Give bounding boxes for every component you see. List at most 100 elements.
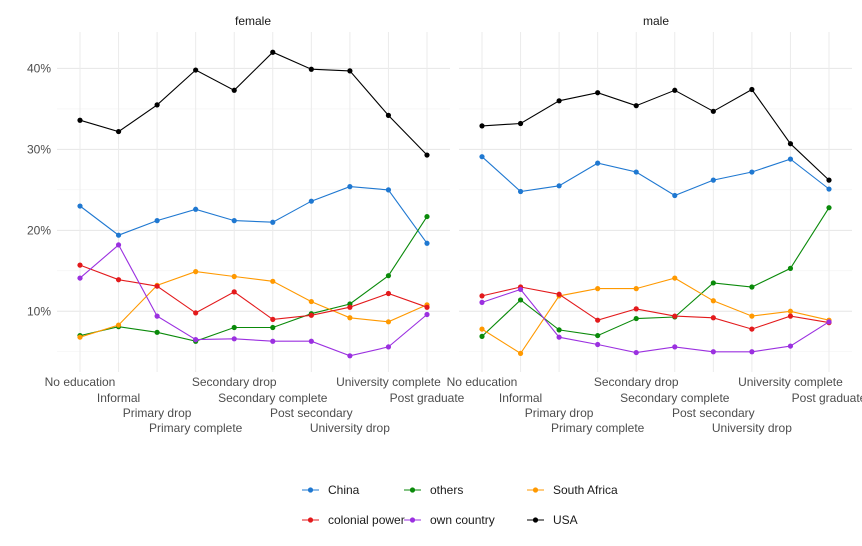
data-point bbox=[787, 156, 794, 162]
data-point bbox=[479, 299, 485, 305]
series-line bbox=[481, 88, 830, 181]
x-tick-label: Secondary complete bbox=[620, 391, 730, 405]
data-point bbox=[672, 344, 678, 350]
x-tick-label: Primary drop bbox=[123, 406, 192, 420]
x-tick-label: University complete bbox=[336, 375, 441, 389]
data-point bbox=[115, 128, 122, 135]
legend-label: others bbox=[430, 483, 463, 497]
data-point bbox=[749, 86, 755, 93]
data-point bbox=[77, 117, 83, 123]
data-point bbox=[424, 240, 430, 246]
data-point bbox=[347, 315, 353, 321]
legend: China others South Africa colonial power own… bbox=[302, 483, 618, 527]
data-point bbox=[556, 183, 562, 189]
data-point bbox=[308, 312, 314, 318]
data-point bbox=[787, 313, 794, 319]
legend-key-point bbox=[532, 517, 539, 523]
data-point bbox=[710, 349, 716, 355]
data-point bbox=[556, 327, 562, 333]
series-line bbox=[79, 186, 428, 244]
data-point bbox=[517, 188, 524, 195]
data-point bbox=[308, 338, 314, 344]
data-point bbox=[193, 67, 199, 73]
data-point bbox=[672, 192, 678, 199]
data-point bbox=[270, 49, 276, 55]
data-point bbox=[424, 304, 430, 310]
y-tick-label: 30% bbox=[27, 142, 51, 156]
x-tick-label: Post graduate bbox=[390, 391, 465, 405]
data-point bbox=[385, 112, 392, 118]
data-point bbox=[710, 280, 716, 286]
data-point bbox=[77, 262, 83, 268]
data-point bbox=[347, 304, 353, 310]
legend-key-point bbox=[409, 487, 416, 493]
x-tick-label: Secondary drop bbox=[594, 375, 679, 389]
y-tick-label: 20% bbox=[27, 223, 51, 237]
data-point bbox=[77, 334, 83, 340]
data-point bbox=[115, 242, 122, 248]
data-point bbox=[787, 343, 794, 349]
data-point bbox=[787, 141, 794, 147]
data-point bbox=[270, 316, 276, 322]
data-point bbox=[424, 213, 430, 220]
x-tick-label: Informal bbox=[499, 391, 542, 405]
x-tick-label: Primary drop bbox=[525, 406, 594, 420]
data-point bbox=[633, 306, 639, 312]
y-tick-label: 40% bbox=[27, 61, 51, 75]
data-point bbox=[154, 218, 160, 224]
data-point bbox=[710, 298, 716, 304]
data-point bbox=[193, 337, 199, 343]
series-line bbox=[79, 51, 428, 156]
legend-key-point bbox=[307, 517, 314, 523]
data-point bbox=[633, 315, 639, 322]
data-point bbox=[154, 313, 160, 319]
data-point bbox=[826, 186, 832, 192]
data-point bbox=[595, 341, 601, 348]
data-point bbox=[154, 102, 160, 108]
data-point bbox=[270, 219, 276, 225]
data-point bbox=[231, 87, 237, 93]
x-tick-label: No education bbox=[447, 375, 518, 389]
data-point bbox=[826, 205, 832, 211]
x-tick-label: Informal bbox=[97, 391, 140, 405]
legend-label: USA bbox=[553, 513, 578, 527]
data-point bbox=[347, 68, 353, 74]
data-point bbox=[77, 275, 83, 281]
data-point bbox=[633, 349, 639, 356]
data-point bbox=[193, 206, 199, 212]
data-point bbox=[231, 273, 237, 280]
data-point bbox=[231, 218, 237, 224]
data-point bbox=[154, 283, 160, 289]
x-tick-label: Primary complete bbox=[149, 421, 243, 435]
data-point bbox=[556, 334, 562, 340]
legend-label: South Africa bbox=[553, 483, 618, 497]
data-point bbox=[517, 120, 524, 127]
data-point bbox=[154, 329, 160, 335]
data-point bbox=[479, 123, 485, 129]
data-point bbox=[787, 308, 794, 314]
legend-key-point bbox=[307, 487, 314, 493]
legend-label: colonial power bbox=[328, 513, 405, 527]
data-point bbox=[672, 275, 678, 281]
data-point bbox=[115, 322, 122, 328]
legend-key-point bbox=[532, 487, 539, 493]
legend-label: China bbox=[328, 483, 360, 497]
data-point bbox=[385, 319, 392, 325]
series-line bbox=[79, 244, 428, 357]
data-point bbox=[193, 310, 199, 316]
data-point bbox=[710, 177, 716, 183]
x-tick-label: Post secondary bbox=[270, 406, 353, 420]
data-point bbox=[517, 350, 524, 356]
series-line bbox=[481, 277, 830, 355]
data-point bbox=[385, 187, 392, 193]
series-line bbox=[481, 207, 830, 337]
y-tick-label: 10% bbox=[27, 304, 51, 318]
data-point bbox=[595, 286, 601, 292]
data-point bbox=[385, 344, 392, 350]
data-point bbox=[787, 265, 794, 271]
data-point bbox=[749, 169, 755, 175]
series-line bbox=[79, 271, 428, 338]
data-point bbox=[826, 319, 832, 325]
